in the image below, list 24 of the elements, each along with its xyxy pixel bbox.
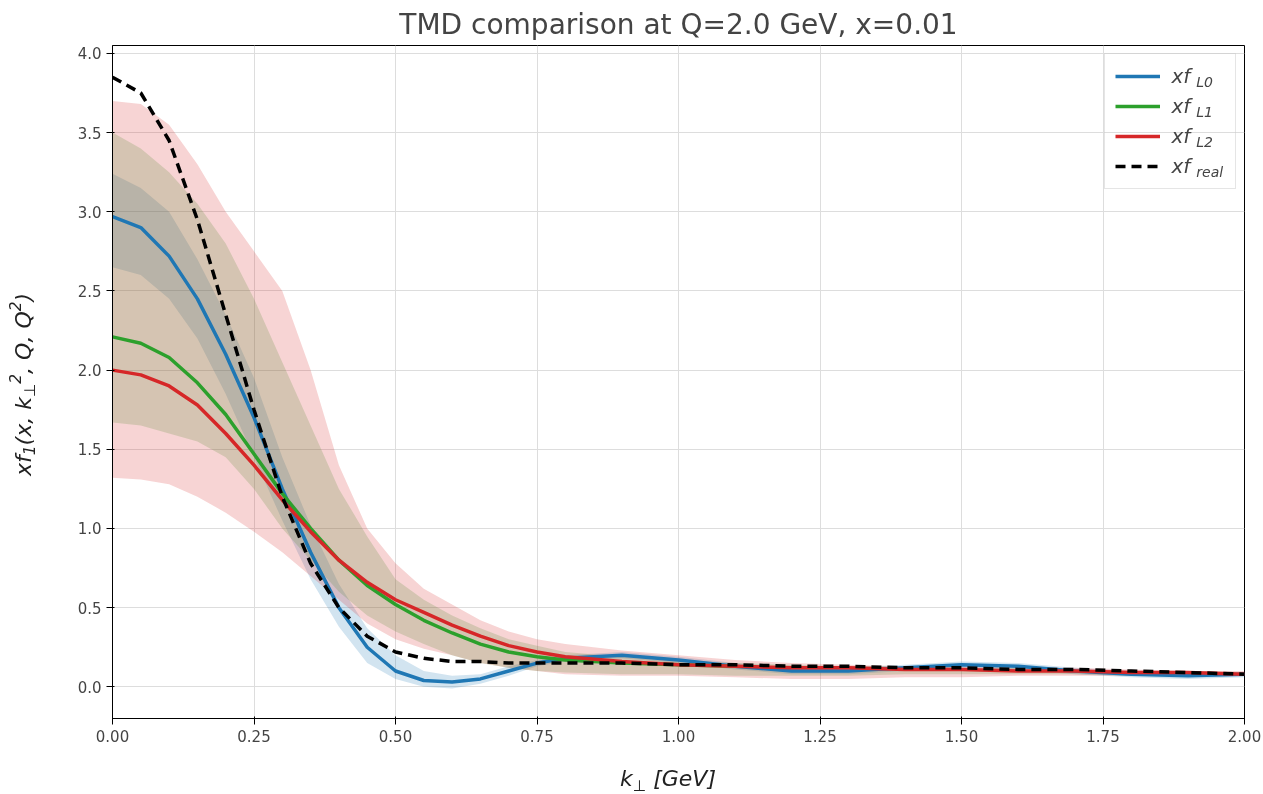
x-tick-label: 0.00: [95, 727, 130, 746]
x-tick-label: 2.00: [1227, 727, 1262, 746]
x-tick-label: 0.75: [520, 727, 554, 746]
y-tick-label: 0.5: [77, 599, 102, 618]
x-axis-title: k$_{⊥}$ [GeV]: [619, 765, 717, 794]
legend-label: xfreal: [1170, 153, 1224, 180]
y-tick-label: 2.0: [77, 362, 102, 381]
y-tick-label: 4.0: [77, 45, 102, 64]
x-tick-label: 1.75: [1086, 727, 1120, 746]
y-tick-label: 3.5: [77, 124, 102, 143]
x-tick-label: 1.00: [661, 727, 696, 746]
x-tick-label: 1.25: [803, 727, 837, 746]
legend-label: xfL1: [1170, 93, 1214, 120]
x-tick-label: 0.50: [378, 727, 413, 746]
y-tick-label: 0.0: [77, 678, 102, 697]
legend-label: xfL0: [1170, 63, 1214, 90]
legend-label: xfL2: [1170, 123, 1214, 150]
y-tick-label: 1.0: [77, 520, 102, 539]
y-tick-label: 2.5: [77, 282, 102, 301]
x-tick-label: 1.50: [944, 727, 979, 746]
x-tick-label: 0.25: [237, 727, 271, 746]
y-tick-label: 1.5: [77, 441, 102, 460]
y-tick-label: 3.0: [77, 203, 102, 222]
chart-title: TMD comparison at Q=2.0 GeV, x=0.01: [398, 7, 958, 41]
